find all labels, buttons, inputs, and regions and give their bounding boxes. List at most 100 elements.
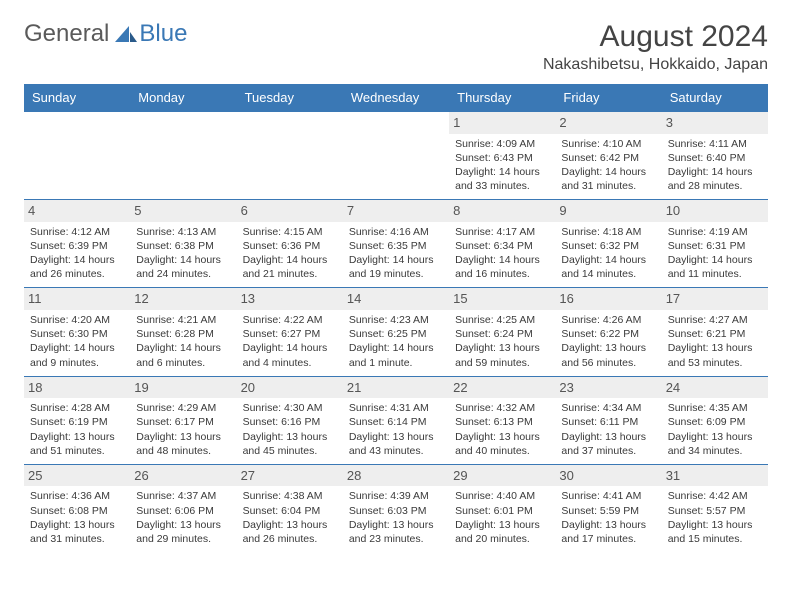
daylight-text: Daylight: 14 hours and 16 minutes. — [455, 253, 549, 281]
sunset-text: Sunset: 6:36 PM — [243, 239, 337, 253]
day-number: 20 — [237, 377, 343, 399]
sunset-text: Sunset: 6:16 PM — [243, 415, 337, 429]
daylight-text: Daylight: 14 hours and 31 minutes. — [561, 165, 655, 193]
day-number: 4 — [24, 200, 130, 222]
calendar-table: Sunday Monday Tuesday Wednesday Thursday… — [24, 84, 768, 552]
day-number: 26 — [130, 465, 236, 487]
daylight-text: Daylight: 13 hours and 53 minutes. — [668, 341, 762, 369]
sunrise-text: Sunrise: 4:38 AM — [243, 489, 337, 503]
sunrise-text: Sunrise: 4:30 AM — [243, 401, 337, 415]
calendar-day-cell: 8 Sunrise: 4:17 AMSunset: 6:34 PMDaylight… — [449, 200, 555, 288]
sunset-text: Sunset: 6:32 PM — [561, 239, 655, 253]
day-number: 15 — [449, 288, 555, 310]
sunrise-text: Sunrise: 4:39 AM — [349, 489, 443, 503]
daylight-text: Daylight: 14 hours and 19 minutes. — [349, 253, 443, 281]
sunset-text: Sunset: 6:08 PM — [30, 504, 124, 518]
sunset-text: Sunset: 6:17 PM — [136, 415, 230, 429]
day-number: 17 — [662, 288, 768, 310]
daylight-text: Daylight: 13 hours and 48 minutes. — [136, 430, 230, 458]
logo-text-gray: General — [24, 20, 109, 48]
calendar-week-row: 18Sunrise: 4:28 AMSunset: 6:19 PMDayligh… — [24, 376, 768, 464]
calendar-day-cell: 27Sunrise: 4:38 AMSunset: 6:04 PMDayligh… — [237, 464, 343, 552]
sunrise-text: Sunrise: 4:11 AM — [668, 137, 762, 151]
dayname-tuesday: Tuesday — [237, 84, 343, 112]
dayname-sunday: Sunday — [24, 84, 130, 112]
daylight-text: Daylight: 13 hours and 56 minutes. — [561, 341, 655, 369]
daylight-text: Daylight: 14 hours and 11 minutes. — [668, 253, 762, 281]
calendar-day-cell: 17Sunrise: 4:27 AMSunset: 6:21 PMDayligh… — [662, 288, 768, 376]
calendar-day-cell: 11Sunrise: 4:20 AMSunset: 6:30 PMDayligh… — [24, 288, 130, 376]
calendar-week-row: 25Sunrise: 4:36 AMSunset: 6:08 PMDayligh… — [24, 464, 768, 552]
sunset-text: Sunset: 5:57 PM — [668, 504, 762, 518]
sunrise-text: Sunrise: 4:15 AM — [243, 225, 337, 239]
day-number: 2 — [555, 112, 661, 134]
day-number: 18 — [24, 377, 130, 399]
sunrise-text: Sunrise: 4:42 AM — [668, 489, 762, 503]
sunset-text: Sunset: 6:35 PM — [349, 239, 443, 253]
sunset-text: Sunset: 6:09 PM — [668, 415, 762, 429]
day-number: 28 — [343, 465, 449, 487]
day-number: 8 — [449, 200, 555, 222]
calendar-day-cell: 6Sunrise: 4:15 AMSunset: 6:36 PMDaylight… — [237, 200, 343, 288]
sunrise-text: Sunrise: 4:29 AM — [136, 401, 230, 415]
sunrise-text: Sunrise: 4:27 AM — [668, 313, 762, 327]
sunrise-text: Sunrise: 4:41 AM — [561, 489, 655, 503]
sunrise-text: Sunrise: 4:16 AM — [349, 225, 443, 239]
sunrise-text: Sunrise: 4:35 AM — [668, 401, 762, 415]
day-number: 7 — [343, 200, 449, 222]
dayname-wednesday: Wednesday — [343, 84, 449, 112]
sunrise-text: Sunrise: 4:17 AM — [455, 225, 549, 239]
sunrise-text: Sunrise: 4:21 AM — [136, 313, 230, 327]
sunrise-text: Sunrise: 4:22 AM — [243, 313, 337, 327]
sunset-text: Sunset: 6:38 PM — [136, 239, 230, 253]
sunrise-text: Sunrise: 4:10 AM — [561, 137, 655, 151]
calendar-week-row: 11Sunrise: 4:20 AMSunset: 6:30 PMDayligh… — [24, 288, 768, 376]
logo-text-blue: Blue — [139, 20, 187, 48]
sunrise-text: Sunrise: 4:26 AM — [561, 313, 655, 327]
logo-sail-icon — [115, 24, 137, 44]
sunset-text: Sunset: 6:11 PM — [561, 415, 655, 429]
sunset-text: Sunset: 6:14 PM — [349, 415, 443, 429]
daylight-text: Daylight: 14 hours and 33 minutes. — [455, 165, 549, 193]
calendar-day-cell: 20 Sunrise: 4:30 AMSunset: 6:16 PMDayligh… — [237, 376, 343, 464]
daylight-text: Daylight: 13 hours and 34 minutes. — [668, 430, 762, 458]
sunset-text: Sunset: 6:39 PM — [30, 239, 124, 253]
sunrise-text: Sunrise: 4:18 AM — [561, 225, 655, 239]
daylight-text: Daylight: 13 hours and 45 minutes. — [243, 430, 337, 458]
sunset-text: Sunset: 6:34 PM — [455, 239, 549, 253]
day-number: 16 — [555, 288, 661, 310]
daylight-text: Daylight: 13 hours and 26 minutes. — [243, 518, 337, 546]
day-number: 24 — [662, 377, 768, 399]
sunset-text: Sunset: 6:43 PM — [455, 151, 549, 165]
sunset-text: Sunset: 6:03 PM — [349, 504, 443, 518]
calendar-day-cell: 29Sunrise: 4:40 AMSunset: 6:01 PMDayligh… — [449, 464, 555, 552]
calendar-day-cell: 7 Sunrise: 4:16 AMSunset: 6:35 PMDaylight… — [343, 200, 449, 288]
sunset-text: Sunset: 6:04 PM — [243, 504, 337, 518]
sunset-text: Sunset: 6:40 PM — [668, 151, 762, 165]
calendar-day-cell: 4Sunrise: 4:12 AMSunset: 6:39 PMDaylight… — [24, 200, 130, 288]
logo: General Blue — [24, 20, 187, 48]
day-number: 12 — [130, 288, 236, 310]
sunset-text: Sunset: 6:06 PM — [136, 504, 230, 518]
daylight-text: Daylight: 13 hours and 31 minutes. — [30, 518, 124, 546]
day-number: 19 — [130, 377, 236, 399]
calendar-day-cell: 25 Sunrise: 4:36 AMSunset: 6:08 PMDayligh… — [24, 464, 130, 552]
daylight-text: Daylight: 13 hours and 29 minutes. — [136, 518, 230, 546]
day-number: 25 — [24, 465, 130, 487]
daylight-text: Daylight: 14 hours and 24 minutes. — [136, 253, 230, 281]
day-number: 9 — [555, 200, 661, 222]
sunset-text: Sunset: 6:13 PM — [455, 415, 549, 429]
sunset-text: Sunset: 6:30 PM — [30, 327, 124, 341]
calendar-day-cell: 2Sunrise: 4:10 AMSunset: 6:42 PMDaylight… — [555, 112, 661, 200]
calendar-day-cell: 26Sunrise: 4:37 AMSunset: 6:06 PMDayligh… — [130, 464, 236, 552]
daylight-text: Daylight: 13 hours and 40 minutes. — [455, 430, 549, 458]
daylight-text: Daylight: 13 hours and 20 minutes. — [455, 518, 549, 546]
calendar-day-cell: 15Sunrise: 4:25 AMSunset: 6:24 PMDayligh… — [449, 288, 555, 376]
daylight-text: Daylight: 14 hours and 1 minute. — [349, 341, 443, 369]
sunrise-text: Sunrise: 4:36 AM — [30, 489, 124, 503]
sunrise-text: Sunrise: 4:34 AM — [561, 401, 655, 415]
day-number: 1 — [449, 112, 555, 134]
calendar-week-row: 1Sunrise: 4:09 AMSunset: 6:43 PMDaylight… — [24, 112, 768, 200]
calendar-day-cell: 24 Sunrise: 4:35 AMSunset: 6:09 PMDayligh… — [662, 376, 768, 464]
title-block: August 2024 Nakashibetsu, Hokkaido, Japa… — [543, 20, 768, 74]
